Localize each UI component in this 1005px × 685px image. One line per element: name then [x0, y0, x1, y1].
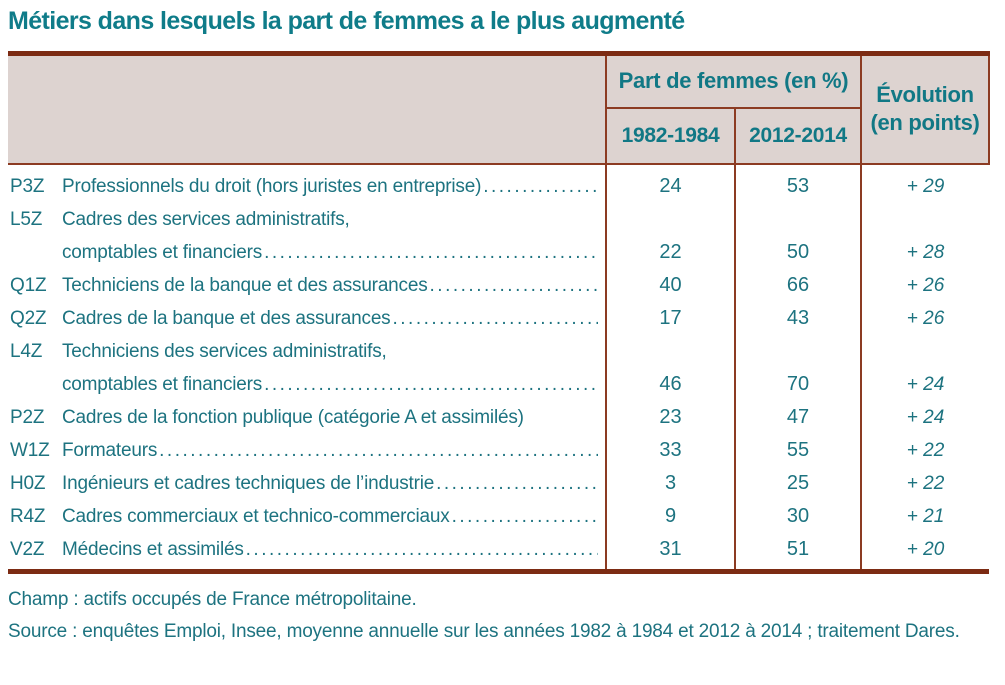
table-row-w1z: W1Z Formateurs 33 55 + 22 [8, 433, 990, 467]
group-header-part-de-femmes: Part de femmes (en %) [604, 53, 862, 109]
table-row-p3z: P3Z Professionnels du droit (hors jurist… [8, 163, 990, 203]
dotted-leader [430, 269, 598, 302]
column-header-evolution: Évolution (en points) [860, 53, 991, 165]
row-code: L4Z [10, 340, 43, 362]
value-evolution: + 20 [860, 532, 990, 571]
table-body: P3Z Professionnels du droit (hors jurist… [8, 163, 990, 571]
table-row-l5z: L5Z Cadres des services administratifs, … [8, 202, 990, 269]
value-2012: 25 [733, 466, 862, 500]
table-row-l4z: L4Z Techniciens des services administrat… [8, 334, 990, 401]
row-label-line2: comptables et financiers [62, 241, 263, 263]
dotted-leader [159, 434, 598, 467]
table-row-v2z: V2Z Médecins et assimilés 31 51 + 20 [8, 532, 990, 571]
row-label: Professionnels du droit (hors juristes e… [62, 175, 482, 197]
value-2012: 51 [733, 532, 862, 571]
table-header: Part de femmes (en %) Évolution (en poin… [8, 53, 991, 165]
value-evolution: + 22 [860, 466, 990, 500]
value-1982: 46 [605, 334, 735, 401]
champ-note: Champ : actifs occupés de France métropo… [8, 588, 417, 610]
row-code: P3Z [10, 175, 45, 197]
row-label: Ingénieurs et cadres techniques de l’ind… [62, 472, 435, 494]
table-row-r4z: R4Z Cadres commerciaux et technico-comme… [8, 499, 990, 533]
page: Métiers dans lesquels la part de femmes … [0, 0, 1005, 645]
value-2012: 47 [733, 400, 862, 434]
row-code: W1Z [10, 439, 50, 461]
table-row-p2z: P2Z Cadres de la fonction publique (caté… [8, 400, 990, 434]
value-evolution: + 22 [860, 433, 990, 467]
value-evolution: + 24 [860, 334, 990, 401]
value-1982: 17 [605, 301, 735, 335]
source-note: Source : enquêtes Emploi, Insee, moyenne… [8, 620, 960, 642]
dotted-leader [436, 467, 598, 500]
row-code: L5Z [10, 208, 43, 230]
header-row-sub: 1982-1984 2012-2014 [8, 107, 989, 165]
row-code: V2Z [10, 538, 45, 560]
value-evolution: + 28 [860, 202, 990, 269]
value-1982: 40 [605, 268, 735, 302]
table-row-q2z: Q2Z Cadres de la banque et des assurance… [8, 301, 990, 335]
value-1982: 24 [605, 163, 735, 203]
row-code: R4Z [10, 505, 46, 527]
row-label: Formateurs [62, 439, 158, 461]
evolution-header-line1: Évolution [876, 82, 974, 108]
value-evolution: + 26 [860, 301, 990, 335]
dotted-leader [393, 302, 599, 335]
row-code: P2Z [10, 406, 45, 428]
dotted-leader [452, 500, 598, 533]
corner-cell [8, 53, 606, 165]
value-evolution: + 26 [860, 268, 990, 302]
value-2012: 43 [733, 301, 862, 335]
header-row-group: Part de femmes (en %) Évolution (en poin… [8, 53, 991, 165]
page-title: Métiers dans lesquels la part de femmes … [8, 7, 685, 35]
value-1982: 9 [605, 499, 735, 533]
value-2012: 30 [733, 499, 862, 533]
row-label-line1: Techniciens des services administratifs, [62, 340, 387, 362]
value-evolution: + 21 [860, 499, 990, 533]
row-code: Q2Z [10, 307, 47, 329]
row-label: Cadres de la banque et des assurances [62, 307, 391, 329]
value-2012: 50 [733, 202, 862, 269]
row-code: H0Z [10, 472, 46, 494]
row-label: Médecins et assimilés [62, 538, 244, 560]
value-1982: 3 [605, 466, 735, 500]
value-2012: 53 [733, 163, 862, 203]
row-label: Cadres commerciaux et technico-commercia… [62, 505, 450, 527]
value-evolution: + 29 [860, 163, 990, 203]
value-evolution: + 24 [860, 400, 990, 434]
dotted-leader [264, 368, 598, 401]
column-header-2012-2014: 2012-2014 [733, 107, 862, 165]
value-1982: 23 [605, 400, 735, 434]
row-label: Techniciens de la banque et des assuranc… [62, 274, 428, 296]
row-label: Cadres de la fonction publique (catégori… [62, 406, 524, 428]
value-1982: 22 [605, 202, 735, 269]
column-header-1982-1984: 1982-1984 [605, 107, 735, 165]
evolution-header-line2: (en points) [870, 110, 980, 136]
value-2012: 70 [733, 334, 862, 401]
value-1982: 33 [605, 433, 735, 467]
row-code: Q1Z [10, 274, 47, 296]
value-2012: 55 [733, 433, 862, 467]
dotted-leader [483, 170, 598, 203]
value-1982: 31 [605, 532, 735, 571]
dotted-leader [264, 236, 598, 269]
table-footnotes: Champ : actifs occupés de France métropo… [8, 589, 989, 645]
value-2012: 66 [733, 268, 862, 302]
row-label-line1: Cadres des services administratifs, [62, 208, 350, 230]
row-label-line2: comptables et financiers [62, 373, 263, 395]
data-table: Part de femmes (en %) Évolution (en poin… [8, 51, 991, 574]
table-row-h0z: H0Z Ingénieurs et cadres techniques de l… [8, 466, 990, 500]
table-row-q1z: Q1Z Techniciens de la banque et des assu… [8, 268, 990, 302]
dotted-leader [246, 533, 598, 566]
